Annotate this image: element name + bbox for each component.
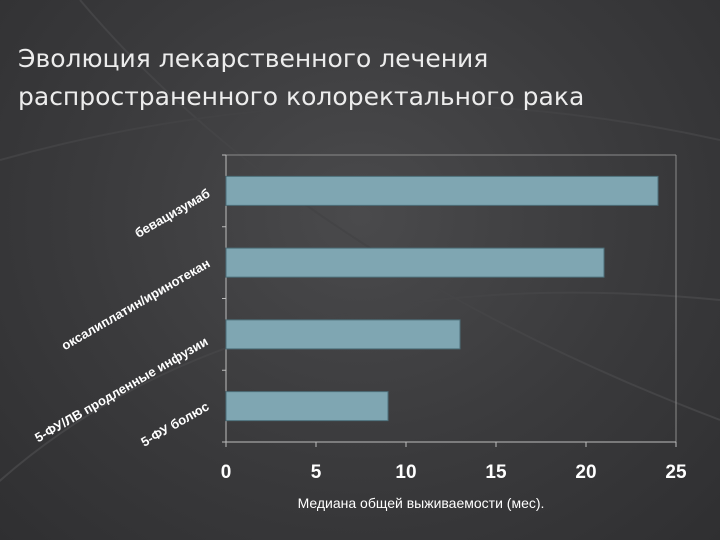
title-line-2: распространенного колоректального рака: [18, 82, 585, 111]
x-tick-label: 10: [395, 462, 416, 483]
slide-title: Эволюция лекарственного лечения распрост…: [18, 40, 698, 116]
bar: [225, 391, 389, 422]
bar: [225, 319, 461, 350]
x-tick-label: 15: [485, 462, 507, 483]
x-axis-title: Медиана общей выживаемости (мес).: [298, 495, 545, 511]
x-tick-label: 25: [665, 462, 687, 483]
category-label: бевацизумаб: [132, 186, 212, 241]
category-label: 5-ФУ болюс: [138, 399, 211, 450]
x-tick-label: 20: [575, 462, 596, 483]
category-label: оксалиплатин/иринотекан: [59, 256, 213, 353]
x-tick-label: 5: [311, 462, 322, 483]
bar: [225, 247, 605, 278]
bar: [225, 175, 659, 206]
x-tick-label: 0: [221, 462, 232, 483]
title-line-1: Эволюция лекарственного лечения: [18, 44, 489, 73]
category-label: 5-ФУ/ЛВ продленные инфузии: [32, 334, 210, 446]
